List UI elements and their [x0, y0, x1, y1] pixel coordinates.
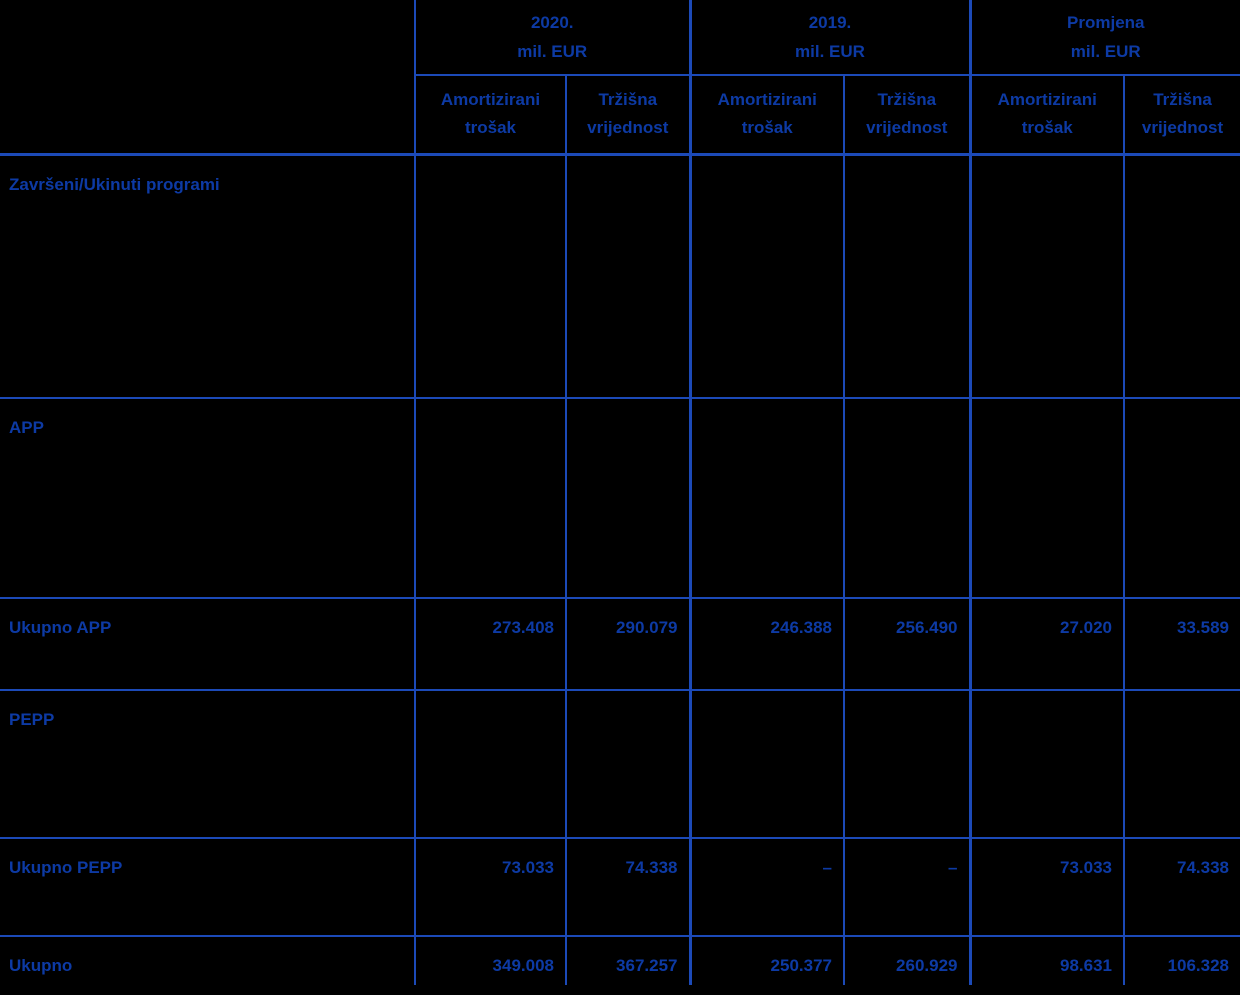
cell-value: 73.033: [414, 838, 566, 936]
cell-empty: [565, 154, 690, 398]
subheader-2019-trzisna: Tržišna vrijednost: [843, 75, 970, 156]
subheader-promjena-trzisna: Tržišna vrijednost: [1122, 75, 1240, 156]
group-header-2020: 2020. mil. EUR: [414, 0, 690, 76]
group-title: 2019.: [808, 13, 852, 32]
group-header-row: 2020. mil. EUR 2019. mil. EUR Promjena m…: [0, 0, 1240, 156]
total-row-ukupno-pepp: Ukupno PEPP 73.033 74.338 – – 73.033 74.…: [0, 838, 1240, 936]
cell-value: 33.589: [1122, 598, 1240, 690]
cell-value: 27.020: [968, 598, 1124, 690]
section-row-pepp: PEPP: [0, 690, 1240, 838]
total-row-ukupno: Ukupno 349.008 367.257 250.377 260.929 9…: [0, 936, 1240, 985]
cell-empty: [414, 398, 566, 598]
cell-empty: [968, 154, 1124, 398]
cell-empty: [414, 690, 566, 838]
group-header-promjena: Promjena mil. EUR: [968, 0, 1240, 76]
cell-value: 290.079: [565, 598, 690, 690]
subheader-2020-amortizirani: Amortizirani trošak: [414, 75, 566, 156]
cell-value: 74.338: [565, 838, 690, 936]
cell-value: 106.328: [1122, 936, 1240, 985]
cell-value: 273.408: [414, 598, 566, 690]
row-label: PEPP: [9, 710, 55, 729]
cell-empty: [565, 690, 690, 838]
cell-value: –: [843, 838, 970, 936]
group-header-2019: 2019. mil. EUR: [688, 0, 970, 76]
subheader-2020-trzisna: Tržišna vrijednost: [565, 75, 690, 156]
cell-empty: [688, 690, 844, 838]
cell-empty: [843, 690, 970, 838]
subheader-promjena-amortizirani: Amortizirani trošak: [968, 75, 1124, 156]
group-unit: mil. EUR: [517, 42, 588, 61]
cell-empty: [968, 398, 1124, 598]
section-row-zavrseni-programi: Završeni/Ukinuti programi: [0, 154, 1240, 398]
cell-empty: [688, 154, 844, 398]
cell-value: 250.377: [688, 936, 844, 985]
cell-value: 246.388: [688, 598, 844, 690]
cell-empty: [1122, 398, 1240, 598]
cell-value: 367.257: [565, 936, 690, 985]
cell-empty: [565, 398, 690, 598]
subheader-2019-amortizirani: Amortizirani trošak: [688, 75, 844, 156]
total-row-ukupno-app: Ukupno APP 273.408 290.079 246.388 256.4…: [0, 598, 1240, 690]
cell-value: 260.929: [843, 936, 970, 985]
row-label: Ukupno: [9, 956, 73, 975]
cell-empty: [1122, 690, 1240, 838]
row-label: Završeni/Ukinuti programi: [9, 174, 220, 194]
row-label: Ukupno APP: [9, 618, 112, 637]
cell-empty: [968, 690, 1124, 838]
cell-empty: [843, 154, 970, 398]
cell-empty: [1122, 154, 1240, 398]
cell-empty: [414, 154, 566, 398]
corner-cell: [0, 0, 415, 156]
subheader-row: Amortizirani trošak Tržišna vrijednost A…: [0, 75, 1240, 156]
cell-value: –: [688, 838, 844, 936]
group-title: Promjena: [1067, 13, 1145, 32]
group-title: 2020.: [530, 13, 574, 32]
cell-value: 256.490: [843, 598, 970, 690]
cell-value: 73.033: [968, 838, 1124, 936]
group-unit: mil. EUR: [1070, 42, 1141, 61]
cell-value: 74.338: [1122, 838, 1240, 936]
cell-empty: [688, 398, 844, 598]
row-label: Ukupno PEPP: [9, 858, 123, 877]
group-unit: mil. EUR: [795, 42, 865, 61]
cell-value: 349.008: [414, 936, 566, 985]
section-row-app: APP: [0, 398, 1240, 598]
cell-empty: [843, 398, 970, 598]
cell-value: 98.631: [968, 936, 1124, 985]
row-label: APP: [9, 418, 44, 437]
